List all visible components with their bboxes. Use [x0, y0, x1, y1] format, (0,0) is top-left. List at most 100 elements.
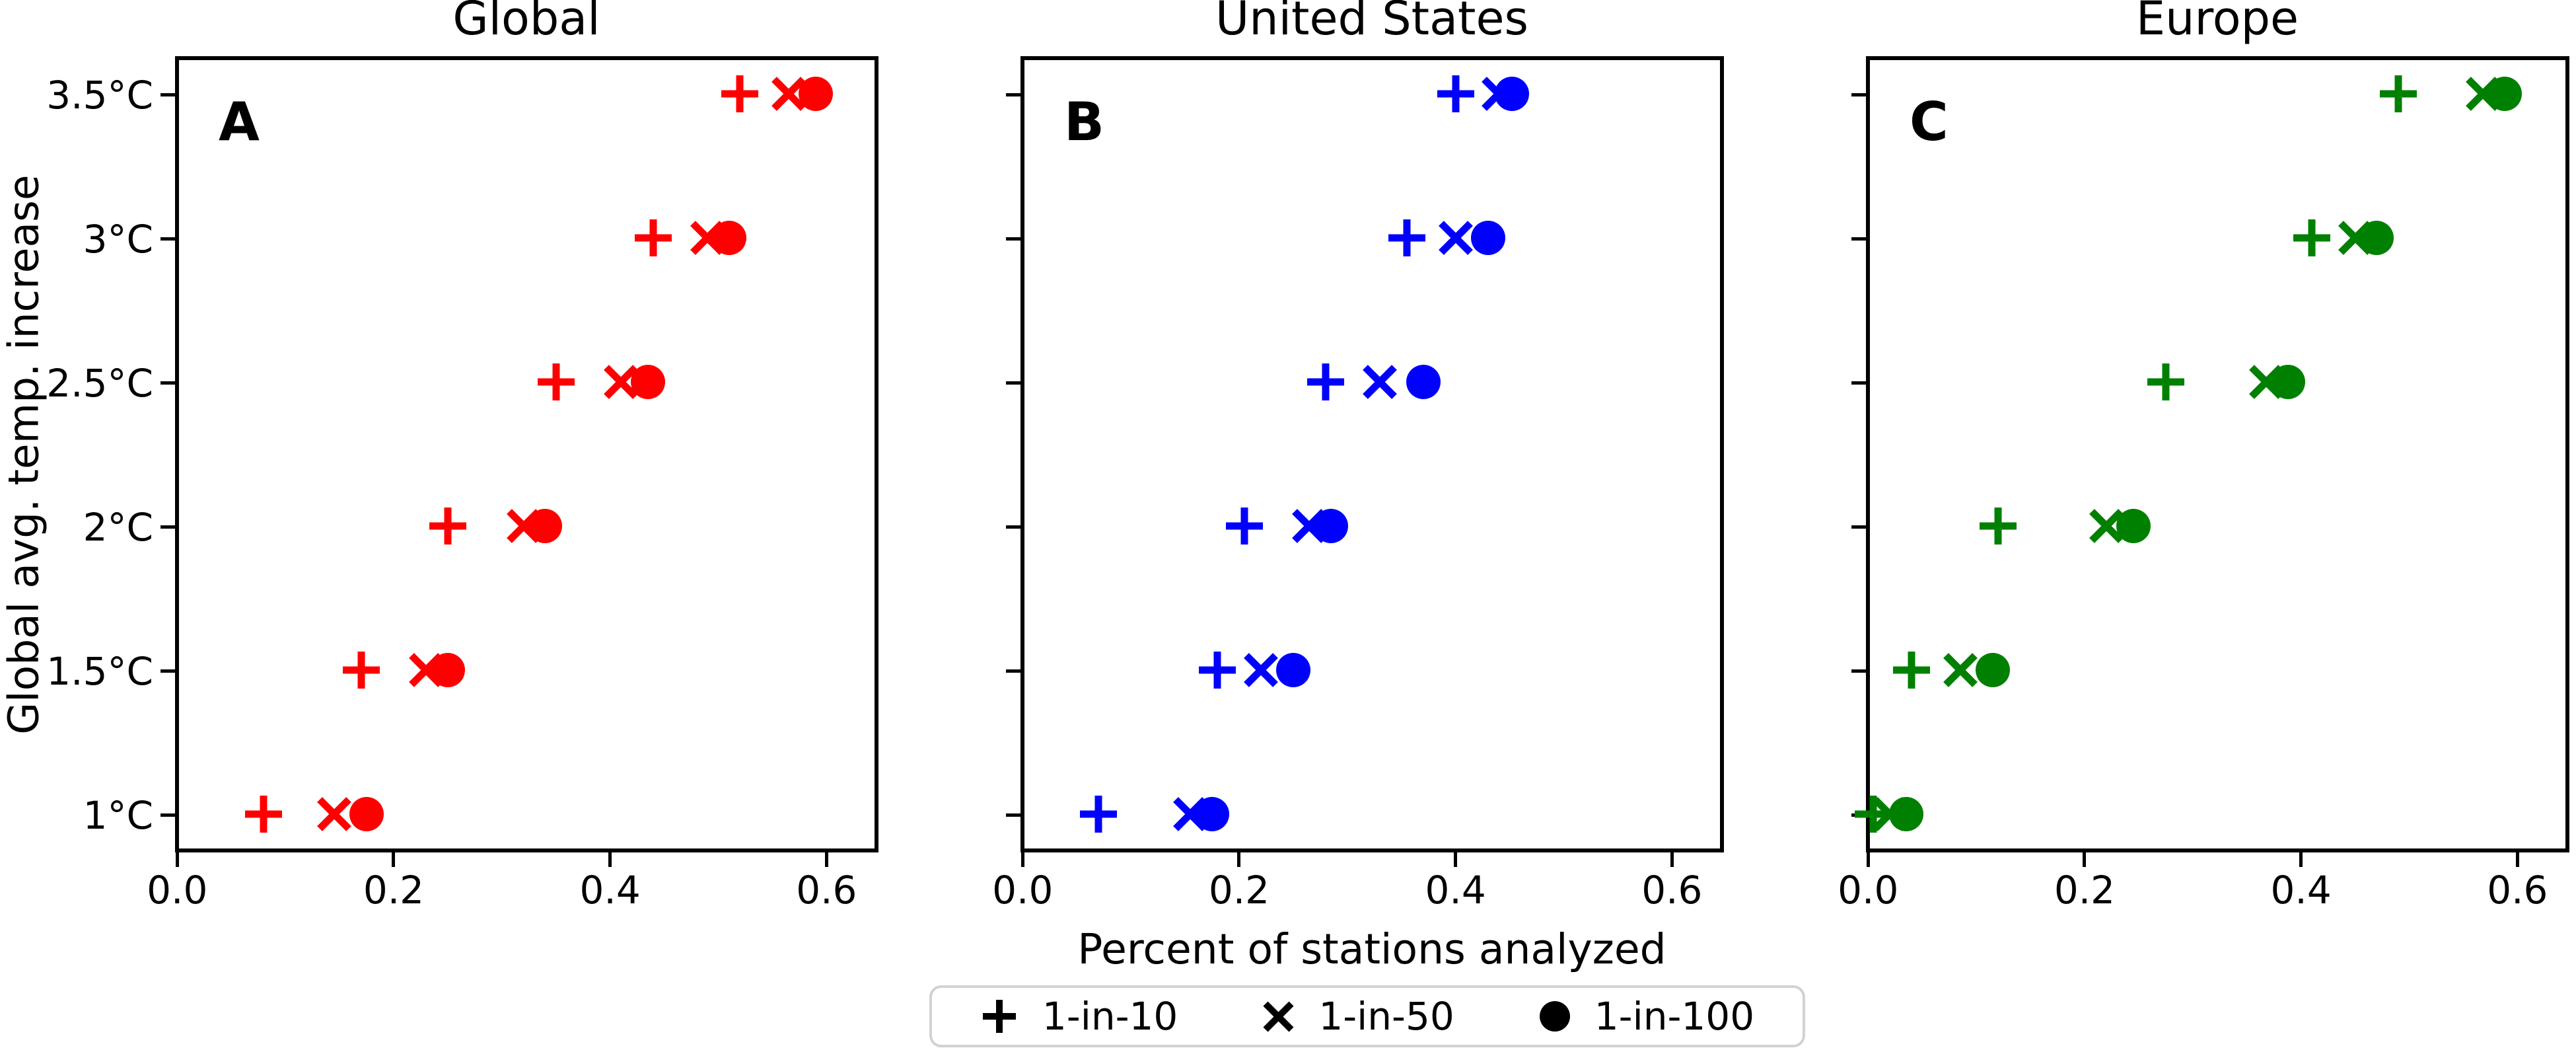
- marker-x: [2088, 508, 2125, 547]
- y-tick-label: 2°C: [83, 504, 153, 550]
- x-tick: [1866, 852, 1870, 867]
- panel-c-axes: [1866, 56, 2569, 852]
- legend-label: 1-in-10: [1042, 994, 1178, 1039]
- y-tick: [161, 813, 175, 817]
- x-tick-label: 0.4: [1425, 868, 1486, 913]
- marker-dot: [430, 652, 466, 691]
- marker-dot: [2359, 220, 2394, 258]
- x-tick-label: 0.4: [2270, 868, 2332, 913]
- marker-plus: [426, 504, 470, 550]
- marker-plus: [1890, 648, 1933, 695]
- x-tick-label: 0.6: [2487, 868, 2548, 913]
- panel-a-title: Global: [452, 0, 600, 46]
- panel-b-letter: B: [1064, 91, 1104, 153]
- x-tick-label: 0.4: [579, 868, 641, 913]
- x-tick-label: 0.0: [992, 868, 1054, 913]
- legend-item-1-in-10: 1-in-10: [980, 997, 1178, 1035]
- legend-item-1-in-100: 1-in-100: [1539, 997, 1754, 1035]
- panel-a-letter: A: [219, 91, 260, 153]
- y-tick: [1006, 813, 1020, 817]
- marker-dot: [1194, 796, 1230, 835]
- marker-plus: [2144, 360, 2188, 406]
- marker-plus: [2377, 72, 2420, 118]
- x-tick: [2515, 852, 2519, 867]
- marker-dot: [711, 220, 747, 258]
- marker-dot: [2487, 76, 2522, 114]
- y-tick-label: 3.5°C: [46, 72, 153, 118]
- y-tick: [1006, 525, 1020, 529]
- y-tick: [1851, 381, 1866, 385]
- x-marker-icon: [1262, 1000, 1295, 1033]
- y-tick: [161, 237, 175, 241]
- panel-a-axes: [175, 56, 878, 852]
- y-tick-label: 3°C: [83, 216, 153, 262]
- y-tick: [1006, 669, 1020, 673]
- x-tick-label: 0.0: [1838, 868, 1899, 913]
- marker-x: [1942, 652, 1979, 691]
- marker-dot: [527, 508, 563, 546]
- marker-plus: [631, 216, 675, 262]
- x-tick: [1020, 852, 1024, 867]
- marker-dot: [1313, 508, 1349, 546]
- x-tick: [1237, 852, 1241, 867]
- marker-plus: [718, 72, 762, 118]
- y-tick: [161, 525, 175, 529]
- x-tick: [392, 852, 396, 867]
- marker-x: [1437, 219, 1474, 259]
- legend-label: 1-in-50: [1318, 994, 1454, 1039]
- x-tick: [2299, 852, 2303, 867]
- x-axis-label: Percent of stations analyzed: [1077, 925, 1666, 973]
- marker-dot: [1406, 364, 1441, 402]
- x-tick-label: 0.6: [796, 868, 857, 913]
- y-tick: [1851, 669, 1866, 673]
- marker-plus: [534, 360, 578, 406]
- x-tick: [1454, 852, 1458, 867]
- marker-dot: [2116, 508, 2151, 546]
- marker-dot: [1494, 76, 1530, 114]
- marker-plus: [1976, 504, 2020, 550]
- marker-dot: [1275, 652, 1311, 691]
- y-tick-label: 1.5°C: [46, 648, 153, 694]
- marker-plus: [340, 648, 383, 695]
- x-tick-label: 0.2: [1208, 868, 1270, 913]
- marker-plus: [1196, 648, 1239, 695]
- y-tick: [1006, 237, 1020, 241]
- x-tick-label: 0.6: [1641, 868, 1703, 913]
- marker-plus: [1434, 72, 1478, 118]
- y-tick-label: 1°C: [83, 792, 153, 838]
- marker-x: [602, 363, 639, 403]
- y-tick: [161, 381, 175, 385]
- marker-dot: [1888, 796, 1924, 835]
- panel-c-letter: C: [1910, 91, 1949, 153]
- marker-plus: [1385, 216, 1429, 262]
- legend-item-1-in-50: 1-in-50: [1262, 997, 1454, 1035]
- x-tick: [608, 852, 612, 867]
- marker-dot: [798, 76, 834, 114]
- marker-x: [1361, 363, 1398, 403]
- y-tick: [1851, 237, 1866, 241]
- panel-c-title: Europe: [2135, 0, 2299, 46]
- x-tick-label: 0.2: [363, 868, 425, 913]
- panel-b-axes: [1020, 56, 1724, 852]
- legend-label: 1-in-100: [1594, 994, 1755, 1039]
- marker-dot: [630, 364, 666, 402]
- plus-marker-icon: [980, 997, 1019, 1035]
- x-tick: [824, 852, 828, 867]
- marker-plus: [1223, 504, 1266, 550]
- marker-dot: [349, 796, 384, 835]
- marker-plus: [2290, 216, 2334, 262]
- marker-dot: [1470, 220, 1506, 258]
- y-tick: [1006, 93, 1020, 97]
- y-tick: [161, 669, 175, 673]
- dot-marker-icon: [1539, 1000, 1571, 1032]
- y-tick: [1006, 381, 1020, 385]
- y-axis-label: Global avg. temp. increase: [0, 174, 48, 735]
- x-tick: [175, 852, 179, 867]
- marker-x: [1242, 652, 1279, 691]
- y-tick: [1851, 525, 1866, 529]
- marker-dot: [2270, 364, 2306, 402]
- marker-dot: [1975, 652, 2011, 691]
- x-tick: [2083, 852, 2087, 867]
- marker-plus: [1077, 792, 1120, 839]
